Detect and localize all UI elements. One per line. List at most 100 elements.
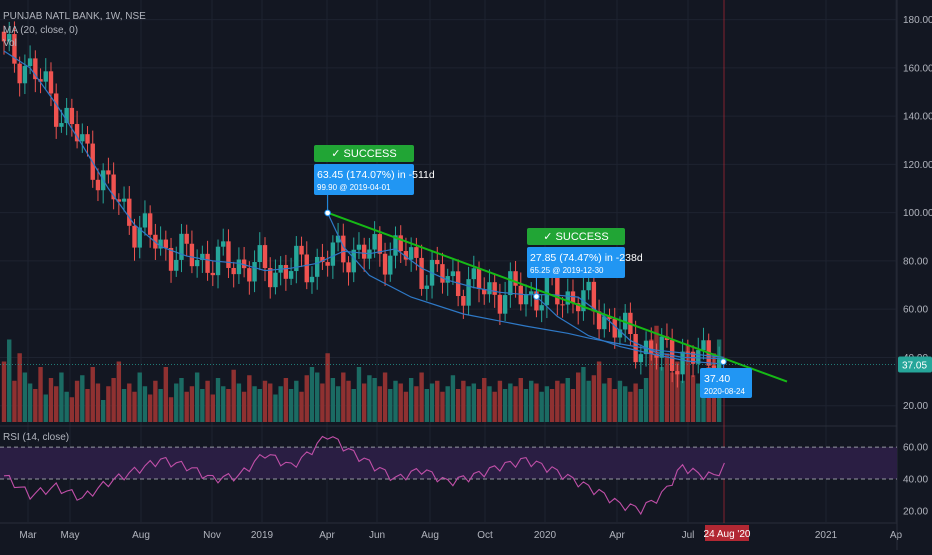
volume-bar [257,389,262,422]
candle-body [309,276,315,283]
candle-body [315,256,320,277]
volume-bar [398,383,403,422]
volume-bar [236,383,242,422]
volume-legend[interactable]: Vol [3,38,17,49]
volume-bar [701,378,706,422]
candle-body [74,124,80,142]
candle-body [633,334,638,363]
candle-body [22,66,28,84]
volume-bar [628,391,633,422]
symbol-legend[interactable]: PUNJAB NATL BANK, 1W, NSE [3,11,146,22]
projection-arc-2 [535,296,720,365]
candle-body [163,239,169,248]
volume-bar [502,389,508,422]
volume-bar [116,361,122,422]
volume-bar [690,375,696,422]
crosshair-date-tag [705,525,749,541]
candle-body [33,58,38,80]
volume-bar [461,380,466,422]
candle-body [205,253,210,273]
candle-body [544,275,550,306]
volume-bar [492,391,497,422]
volume-bar [64,391,69,422]
volume-bar [607,378,612,422]
volume-bar [351,389,356,422]
candle-body [262,245,268,269]
volume-bar [346,380,351,422]
volume-bar [158,389,163,422]
volume-bar [330,378,336,422]
candle-body [675,371,680,375]
candle-body [570,291,576,304]
candle-body [408,247,414,260]
candle-body [654,353,659,358]
candle-body [194,260,200,267]
volume-bar [268,383,273,422]
candle-body [414,247,419,258]
rsi-line [3,435,725,516]
candle-body [168,247,174,271]
candle-body [555,277,560,305]
volume-bar [320,383,325,422]
volume-bar [127,383,132,422]
volume-bar [210,394,215,422]
volume-bar [403,391,409,422]
last-price-value: 37.05 [902,361,927,372]
candle-body [116,199,122,202]
time-tick-label: Mar [19,530,37,541]
candle-body [226,241,231,268]
candle-body [591,281,597,312]
success1-line2: 99.90 @ 2019-04-01 [317,183,391,192]
volume-bar [377,386,383,422]
candle-body [393,235,398,256]
success2-box [527,247,625,278]
candle-body [476,268,482,290]
current-line2: 2020-08-24 [704,387,745,396]
last-price-tag [898,356,932,373]
time-tick-label: 2019 [251,530,274,541]
candle-body [257,245,262,263]
price-tick-label: 140.00 [903,112,932,123]
volume-bar [7,339,12,422]
candle-body [497,294,503,314]
success2-line1: 27.85 (74.47%) in -238d [530,252,643,264]
volume-bar [74,380,80,422]
candle-body [482,289,487,295]
volume-bar [440,391,445,422]
candle-body [200,253,205,261]
volume-bar [617,380,623,422]
candle-body [492,282,497,295]
candle-body [435,259,440,265]
candle-body [403,251,409,260]
candle-body [685,351,691,353]
volume-bar [33,389,38,422]
ma-legend[interactable]: MA (20, close, 0) [3,25,79,36]
candle-body [450,271,456,277]
volume-bar [602,383,607,422]
candle-body [38,79,43,82]
candle-body [680,351,685,375]
volume-bar [356,367,362,422]
volume-bar [215,378,221,422]
candle-body [576,303,581,312]
rsi-legend[interactable]: RSI (14, close) [3,432,70,443]
volume-bar [17,353,22,422]
volume-bar [586,380,591,422]
volume-bar [294,380,299,422]
time-tick-label: May [61,530,80,541]
candle-body [346,262,351,273]
volume-bar [445,386,450,422]
volume-bar [43,394,48,422]
candle-body [586,281,591,291]
candle-body [137,227,142,248]
candle-body [132,225,137,248]
volume-bar [435,380,440,422]
candle-body [17,63,22,84]
candle-body [518,285,523,305]
candle-body [696,350,701,364]
volume-bar [466,386,471,422]
volume-bar [696,383,701,422]
candle-body [184,233,189,244]
